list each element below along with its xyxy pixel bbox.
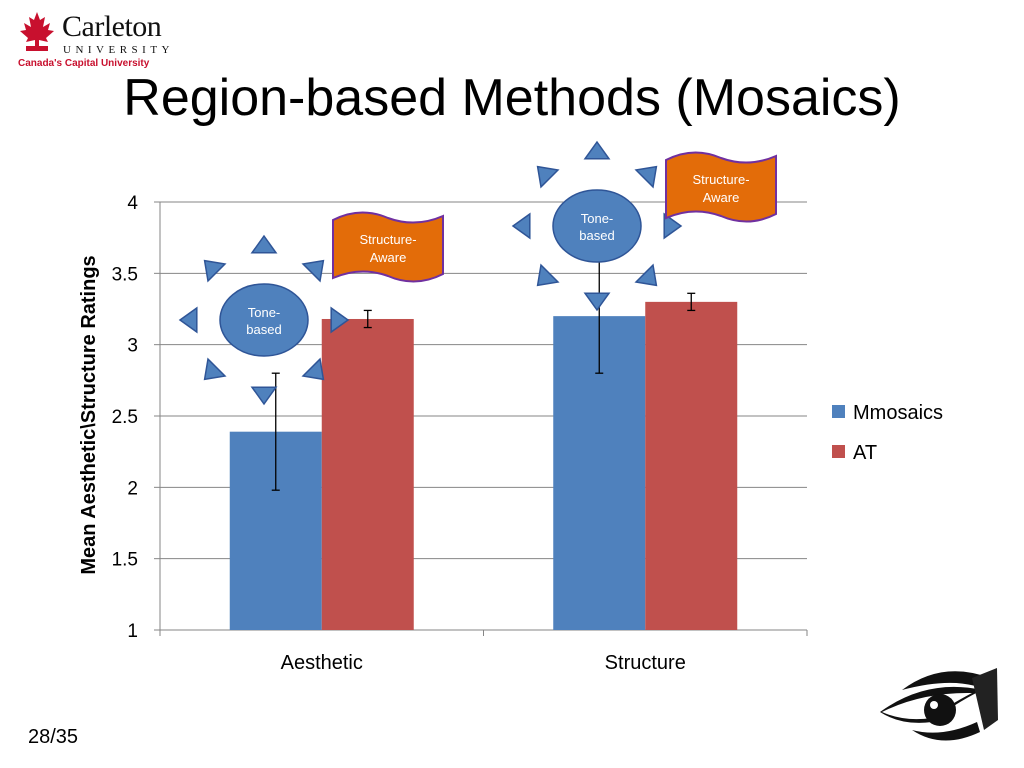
y-tick-label: 1: [127, 621, 138, 642]
y-tick-label: 3: [127, 336, 138, 357]
sun-ray: [250, 234, 278, 254]
sun-core: [219, 283, 309, 357]
logo-wordmark: Carleton: [62, 10, 162, 43]
carleton-logo: Carleton UNIVERSITY Canada's Capital Uni…: [18, 10, 178, 70]
sun-ray: [178, 306, 198, 334]
x-tick-label: Structure: [605, 652, 686, 674]
legend-label: AT: [853, 442, 877, 464]
logo-university: UNIVERSITY: [63, 44, 174, 56]
annotation-text: Aware: [370, 250, 407, 265]
bar-at-aesthetic: [321, 318, 414, 630]
y-tick-label: 2.5: [112, 407, 138, 428]
sun-ray: [536, 165, 560, 189]
y-tick-label: 4: [127, 193, 138, 214]
y-tick-label: 2: [127, 478, 138, 499]
slide-title: Region-based Methods (Mosaics): [123, 69, 901, 127]
annotation-text: Tone-: [581, 211, 614, 226]
y-tick-label: 1.5: [112, 550, 138, 571]
sun-ray: [536, 263, 560, 287]
legend-swatch: [832, 405, 845, 418]
sun-ray: [330, 306, 350, 334]
sun-ray: [203, 357, 227, 381]
y-axis-label: Mean Aesthetic\Structure Ratings: [78, 255, 100, 574]
eye-icon: [880, 668, 998, 741]
wave-flag: [665, 151, 777, 223]
sun-ray: [301, 259, 325, 283]
sun-ray: [634, 263, 658, 287]
sun-core: [552, 189, 642, 263]
annotation-text: Tone-: [248, 305, 281, 320]
sun-ray: [250, 386, 278, 406]
maple-leaf-icon: [20, 12, 54, 51]
x-tick-label: Aesthetic: [281, 652, 363, 674]
logo-tagline: Canada's Capital University: [18, 58, 150, 69]
sun-ray: [663, 212, 683, 240]
y-tick-label: 3.5: [112, 264, 138, 285]
sun-ray: [301, 357, 325, 381]
wave-flag: [332, 211, 444, 283]
annotation-text: Aware: [703, 190, 740, 205]
sun-ray: [634, 165, 658, 189]
page-number: 28/35: [28, 726, 79, 748]
sun-ray: [583, 140, 611, 160]
sun-ray: [583, 292, 611, 312]
legend-swatch: [832, 445, 845, 458]
sun-ray: [511, 212, 531, 240]
legend-label: Mmosaics: [853, 402, 943, 424]
annotation-text: based: [246, 322, 281, 337]
annotation-text: based: [579, 228, 614, 243]
annotation-text: Structure-: [692, 172, 749, 187]
bar-at-structure: [645, 301, 738, 630]
annotation-text: Structure-: [359, 232, 416, 247]
sun-ray: [203, 259, 227, 283]
